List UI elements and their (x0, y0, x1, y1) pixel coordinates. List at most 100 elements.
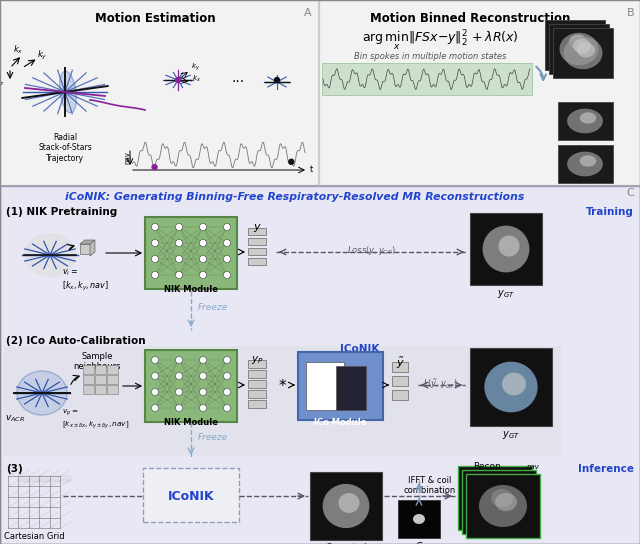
Text: $v_p =$
$[k_{x\pm\delta x}, k_{y\pm\delta y}, nav]$: $v_p =$ $[k_{x\pm\delta x}, k_{y\pm\delt… (62, 408, 129, 431)
Circle shape (175, 239, 182, 246)
Bar (107, 365, 118, 374)
Text: t: t (310, 165, 313, 174)
Text: ICo Module: ICo Module (314, 418, 366, 427)
Circle shape (175, 271, 182, 279)
Ellipse shape (567, 152, 603, 176)
Text: B: B (627, 8, 635, 18)
Circle shape (200, 373, 207, 380)
Circle shape (152, 356, 159, 363)
Ellipse shape (484, 362, 538, 412)
Text: $k_y$: $k_y$ (37, 48, 47, 61)
Circle shape (223, 239, 230, 246)
Ellipse shape (569, 34, 587, 50)
Bar (558, 145, 613, 183)
Bar (248, 380, 266, 388)
Ellipse shape (475, 481, 523, 523)
Bar (470, 213, 542, 285)
Circle shape (175, 388, 182, 395)
Text: $\tilde{y}$: $\tilde{y}$ (396, 356, 404, 371)
Text: ...: ... (232, 71, 244, 85)
Text: Training: Training (586, 207, 634, 217)
Bar (248, 370, 266, 378)
Text: $y$: $y$ (253, 222, 262, 234)
Bar (545, 20, 605, 70)
Bar (248, 248, 266, 255)
Circle shape (175, 224, 182, 231)
Text: NIK Module: NIK Module (164, 285, 218, 294)
Circle shape (175, 373, 182, 380)
Bar (107, 385, 118, 394)
Text: $k_x$: $k_x$ (13, 44, 23, 57)
Bar (248, 228, 266, 235)
Bar (298, 352, 383, 420)
Text: Freeze: Freeze (198, 434, 228, 442)
Circle shape (152, 271, 159, 279)
Ellipse shape (491, 489, 513, 507)
Circle shape (223, 356, 230, 363)
Text: $k_z$: $k_z$ (0, 75, 5, 88)
Text: $v_{ACR}$: $v_{ACR}$ (5, 413, 25, 423)
Text: $y_{GT}$: $y_{GT}$ (497, 288, 515, 300)
Bar (549, 24, 609, 74)
Circle shape (200, 224, 207, 231)
Bar (0, 0, 318, 185)
Text: Bin spokes in multiple motion states: Bin spokes in multiple motion states (354, 52, 506, 61)
Circle shape (200, 388, 207, 395)
Circle shape (275, 77, 280, 83)
Circle shape (200, 256, 207, 263)
Text: $*$: $*$ (278, 378, 287, 393)
Text: NIK Module: NIK Module (164, 418, 218, 427)
Text: nav: nav (124, 152, 130, 164)
Text: Radial
Stack-of-Stars
Trajectory: Radial Stack-of-Stars Trajectory (38, 133, 92, 163)
FancyBboxPatch shape (143, 468, 239, 522)
Circle shape (200, 239, 207, 246)
Ellipse shape (24, 233, 76, 277)
Text: C: C (627, 188, 634, 198)
Bar (95, 375, 106, 384)
Bar (248, 238, 266, 245)
Circle shape (223, 388, 230, 395)
Bar (0, 186, 640, 544)
Text: nav: nav (527, 464, 540, 470)
Bar (248, 360, 266, 368)
Polygon shape (90, 240, 95, 256)
Bar (466, 474, 540, 538)
Circle shape (223, 224, 230, 231)
Bar (319, 0, 640, 185)
Text: Inference: Inference (578, 464, 634, 474)
Text: (3): (3) (6, 464, 23, 474)
Bar (392, 362, 408, 372)
Text: $y_{GT}$: $y_{GT}$ (502, 429, 520, 441)
Circle shape (289, 159, 294, 164)
Circle shape (175, 405, 182, 411)
Ellipse shape (413, 514, 425, 524)
Bar (95, 385, 106, 394)
Bar (4, 346, 562, 456)
Text: $Loss(y, y_{GT})$: $Loss(y, y_{GT})$ (346, 244, 396, 257)
Text: Freeze: Freeze (198, 304, 228, 312)
Ellipse shape (60, 71, 76, 113)
Bar (248, 258, 266, 265)
Polygon shape (80, 240, 95, 244)
Circle shape (152, 405, 159, 411)
Ellipse shape (323, 484, 369, 528)
Text: ICoNIK: ICoNIK (168, 491, 214, 504)
Bar (310, 472, 382, 540)
Bar (398, 500, 440, 538)
Ellipse shape (471, 477, 519, 519)
Bar (470, 348, 552, 426)
Text: ICoNIK: ICoNIK (340, 344, 380, 354)
Ellipse shape (567, 109, 603, 133)
Text: $k_y$: $k_y$ (191, 61, 200, 73)
Bar (336, 366, 366, 410)
Ellipse shape (483, 226, 529, 273)
Text: Motion Binned Reconstruction: Motion Binned Reconstruction (370, 12, 570, 25)
Text: IFFT & coil
combination: IFFT & coil combination (404, 476, 456, 496)
Bar (392, 390, 408, 400)
Bar (392, 376, 408, 386)
Bar (248, 390, 266, 398)
Text: A: A (305, 8, 312, 18)
Text: Cartesian Grid: Cartesian Grid (4, 532, 64, 541)
Bar (322, 63, 532, 95)
Ellipse shape (563, 37, 602, 69)
